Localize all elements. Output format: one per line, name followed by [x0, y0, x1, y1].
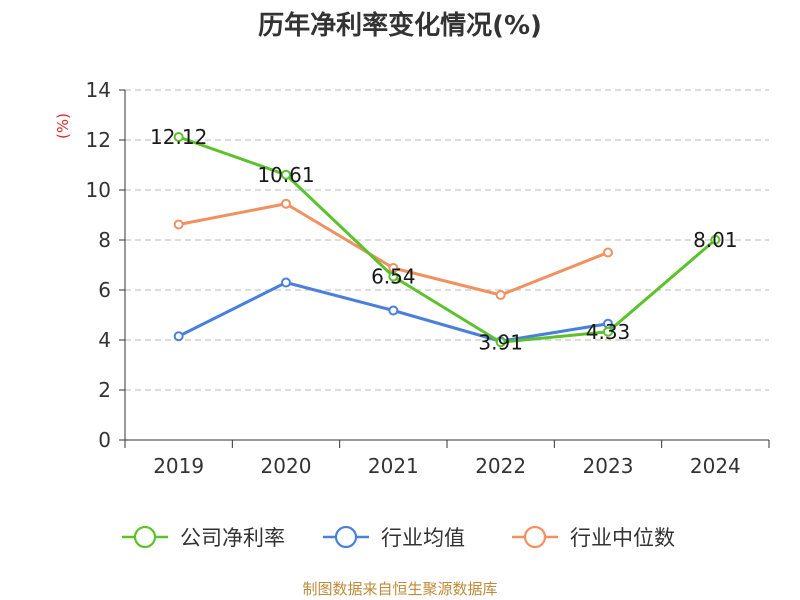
data-labels: 12.12 10.61 6.54 3.91 4.33 8.01 [150, 125, 738, 354]
data-point [173, 132, 184, 142]
data-point [495, 337, 506, 348]
y-tick-label: 14 [86, 78, 111, 102]
x-tick-label: 2020 [261, 454, 312, 478]
data-point [388, 271, 399, 282]
series-line [178, 135, 717, 344]
x-tick-label: 2021 [368, 454, 419, 478]
data-point [281, 277, 291, 288]
data-label: 12.12 [150, 125, 207, 149]
y-tick-label: 4 [98, 328, 111, 352]
y-tick-label: 10 [86, 178, 111, 202]
x-tick-label: 2019 [153, 454, 204, 478]
legend-label: 行业均值 [381, 526, 465, 550]
data-point [495, 290, 506, 300]
y-tick-label: 12 [86, 128, 111, 152]
data-point [281, 169, 291, 180]
data-label: 3.91 [478, 330, 523, 354]
data-label: 8.01 [693, 228, 738, 252]
legend-label: 公司净利率 [180, 526, 285, 550]
y-tick-label: 8 [98, 228, 111, 252]
y-tick-label: 6 [98, 278, 111, 302]
data-point [603, 247, 613, 258]
y-tick-label: 2 [98, 378, 111, 402]
data-label: 4.33 [586, 320, 631, 344]
data-point [710, 234, 721, 245]
x-tick-label: 2024 [690, 454, 741, 478]
data-point [603, 326, 613, 337]
data-point [281, 198, 291, 209]
axes: 0 2 4 6 8 10 12 14 2019 2020 2021 2022 2023 2024 [86, 78, 770, 478]
y-axis-unit-label: (%) [54, 113, 72, 139]
series-lines [173, 132, 721, 348]
legend-marker [133, 525, 157, 549]
data-point [388, 305, 399, 316]
data-label: 6.54 [371, 265, 416, 289]
x-tick-label: 2022 [475, 454, 526, 478]
gridlines [125, 89, 769, 391]
data-point [173, 219, 184, 230]
y-tick-label: 0 [98, 428, 111, 452]
legend-label: 行业中位数 [570, 526, 675, 550]
data-label: 10.61 [257, 163, 314, 187]
chart-title: 历年净利率变化情况(%) [258, 10, 542, 41]
legend-marker [523, 525, 547, 549]
data-point [173, 331, 184, 342]
source-note: 制图数据来自恒生聚源数据库 [302, 580, 497, 598]
legend-marker [334, 525, 358, 549]
x-tick-label: 2023 [583, 454, 634, 478]
legend: 公司净利率 行业均值 行业中位数 [122, 525, 675, 550]
